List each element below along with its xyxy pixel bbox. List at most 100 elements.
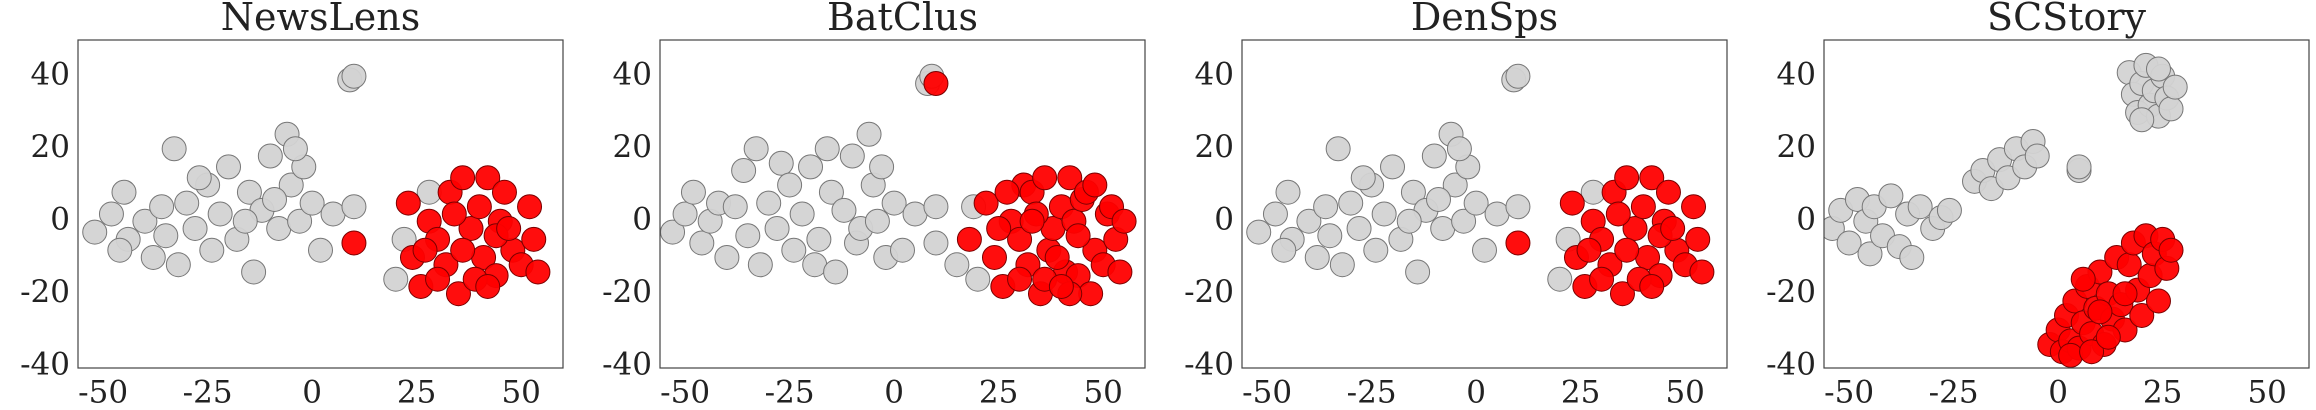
scatter-point xyxy=(491,179,517,205)
scatter-point xyxy=(1313,194,1339,220)
scatter-point xyxy=(1446,136,1472,162)
scatter-point xyxy=(2145,56,2171,82)
x-tick-label: -25 xyxy=(1929,375,1979,410)
scatter-point xyxy=(986,215,1012,241)
scatter-series xyxy=(1824,52,2188,270)
scatter-point xyxy=(1589,266,1615,292)
scatter-point xyxy=(450,237,476,263)
y-tick-label: 0 xyxy=(1796,202,1816,238)
x-tick-label: 25 xyxy=(979,375,1018,410)
scatter-point xyxy=(856,121,882,147)
axes-frame xyxy=(77,39,564,369)
scatter-point xyxy=(341,194,367,220)
scatter-point xyxy=(149,194,175,220)
scatter-point xyxy=(1405,259,1431,285)
x-tick-label: 50 xyxy=(1665,375,1704,410)
scatter-point xyxy=(1681,194,1707,220)
scatter-point xyxy=(1660,215,1686,241)
scatter-point xyxy=(525,259,551,285)
scatter-point xyxy=(1442,172,1468,198)
scatter-point xyxy=(174,190,200,216)
y-tick-label: 40 xyxy=(31,57,70,93)
scatter-point xyxy=(341,230,367,256)
scatter-point xyxy=(1078,281,1104,307)
y-tick-label: -20 xyxy=(1184,274,1234,310)
scatter-point xyxy=(1622,215,1648,241)
scatter-point xyxy=(475,165,501,191)
scatter-point xyxy=(890,237,915,263)
scatter-point xyxy=(2158,237,2184,263)
scatter-point xyxy=(1426,186,1452,212)
scatter-point xyxy=(278,172,304,198)
scatter-point xyxy=(1338,190,1364,216)
scatter-point xyxy=(1451,208,1477,234)
scatter-point xyxy=(458,215,484,241)
scatter-point xyxy=(973,190,999,216)
scatter-point xyxy=(1275,179,1301,205)
scatter-series xyxy=(923,70,1137,307)
scatter-point xyxy=(1505,194,1531,220)
scatter-point xyxy=(1048,273,1074,299)
x-tick-label: -50 xyxy=(1242,375,1292,410)
x-tick-label: -25 xyxy=(1347,375,1397,410)
scatter-point xyxy=(1689,259,1715,285)
scatter-point xyxy=(1082,172,1108,198)
scatter-point xyxy=(199,237,225,263)
scatter-point xyxy=(1296,208,1322,234)
x-tick-label: 50 xyxy=(2247,375,2286,410)
scatter-point xyxy=(1329,252,1355,278)
scatter-point xyxy=(98,201,124,227)
scatter-point xyxy=(441,201,467,227)
scatter-point xyxy=(768,150,794,176)
scatter-point xyxy=(1007,226,1033,252)
scatter-point xyxy=(1639,273,1665,299)
scatter-point xyxy=(1685,226,1711,252)
scatter-point xyxy=(2024,143,2050,169)
scatter-point xyxy=(1639,165,1665,191)
scatter-point xyxy=(1262,201,1288,227)
scatter-point xyxy=(1107,259,1133,285)
scatter-point xyxy=(944,252,970,278)
scatter-point xyxy=(1380,154,1406,180)
scatter-point xyxy=(680,179,706,205)
scatter-point xyxy=(395,190,421,216)
scatter-point xyxy=(2129,302,2155,328)
scatter-point xyxy=(496,215,522,241)
scatter-point xyxy=(923,230,949,256)
scatter-point xyxy=(320,201,346,227)
scatter-point xyxy=(111,179,137,205)
scatter-point xyxy=(287,208,313,234)
scatter-point xyxy=(1044,244,1070,270)
scatter-point xyxy=(425,266,451,292)
y-tick-label: -40 xyxy=(1766,347,1816,383)
scatter-point xyxy=(881,190,907,216)
y-tick-label: 40 xyxy=(613,57,652,93)
scatter-point xyxy=(743,136,769,162)
scatter-point xyxy=(1271,237,1297,263)
scatter-point xyxy=(1609,281,1635,307)
scatter-point xyxy=(1559,190,1585,216)
scatter-point xyxy=(383,266,409,292)
scatter-point xyxy=(308,237,333,263)
y-tick-label: -20 xyxy=(20,274,70,310)
scatter-point xyxy=(2066,154,2092,180)
axes-frame xyxy=(659,39,1146,369)
scatter-point xyxy=(1396,208,1422,234)
chart-title: SCStory xyxy=(1987,0,2146,39)
x-tick-label: -50 xyxy=(1824,375,1874,410)
scatter-point xyxy=(823,259,849,285)
scatter-point xyxy=(1032,165,1058,191)
chart-title: NewsLens xyxy=(221,0,420,39)
scatter-point xyxy=(1363,237,1389,263)
scatter-point xyxy=(777,172,803,198)
scatter-point xyxy=(756,190,782,216)
scatter-point xyxy=(2070,266,2096,292)
scatter-series xyxy=(660,63,991,292)
scatter-point xyxy=(1007,266,1033,292)
scatter-point xyxy=(1547,266,1573,292)
scatter-point xyxy=(1655,179,1681,205)
scatter-point xyxy=(521,226,547,252)
plot-area xyxy=(1246,63,1715,307)
x-tick-label: 0 xyxy=(2048,375,2068,410)
